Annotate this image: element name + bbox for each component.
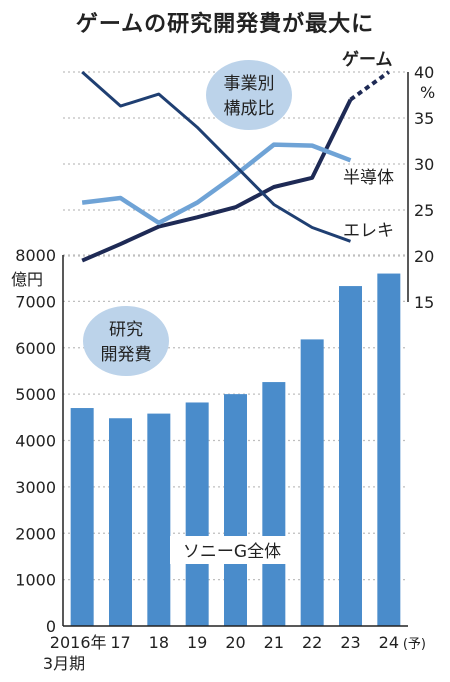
line-エレキ xyxy=(81,70,352,243)
y-tick-label-left: 4000 xyxy=(15,432,56,451)
bar xyxy=(185,402,209,626)
y-tick-label-right: 35 xyxy=(414,109,434,128)
y-tick-label-left: 0 xyxy=(46,617,56,636)
bubble-rd xyxy=(83,306,169,376)
y-tick-label-left: 6000 xyxy=(15,339,56,358)
x-tick-label: 21 xyxy=(264,633,284,652)
y-tick-label-left: 8000 xyxy=(15,246,56,265)
line-半導体 xyxy=(81,142,352,226)
line-series xyxy=(81,70,391,263)
x-tick-label: 20 xyxy=(225,633,245,652)
y-unit-left: 億円 xyxy=(11,270,43,289)
bubble-share-label-2: 構成比 xyxy=(224,99,275,119)
series-label-background xyxy=(170,536,294,564)
y-tick-label-right: 20 xyxy=(414,247,434,266)
line-ゲーム xyxy=(81,98,353,263)
y-tick-label-left: 1000 xyxy=(15,571,56,590)
series-label-band xyxy=(170,536,294,564)
bar-series xyxy=(70,273,401,626)
y-tick-label-left: 3000 xyxy=(15,478,56,497)
page-title: ゲームの研究開発費が最大に xyxy=(75,12,375,37)
right-axis: 15 20 25 30 35 40% xyxy=(407,63,435,312)
bar xyxy=(300,339,324,626)
series-label-electronics: エレキ xyxy=(343,221,394,241)
x-axis: 2016年 17 18 19 20 21 22 23 24 (予) 3月期 xyxy=(43,625,426,673)
bar xyxy=(147,413,171,626)
bar xyxy=(109,418,132,626)
y-tick-label-left: 5000 xyxy=(15,385,56,404)
y-tick-label-right: 40 xyxy=(414,63,434,82)
x-tick-label: 17 xyxy=(110,633,130,652)
y-tick-label-left: 7000 xyxy=(15,292,56,311)
y-unit-right: % xyxy=(420,83,435,102)
forecast-suffix: (予) xyxy=(403,637,426,652)
bar xyxy=(377,273,401,626)
x-tick-label: 2016年 xyxy=(50,633,107,652)
bubble-share-label-1: 事業別 xyxy=(224,74,275,94)
bar xyxy=(339,286,362,626)
bubble-share xyxy=(206,60,292,130)
bar xyxy=(262,382,286,626)
series-label-game: ゲーム xyxy=(342,49,393,70)
bubble-rd-label-1: 研究 xyxy=(109,320,143,340)
bubble-rd-label-2: 開発費 xyxy=(101,345,152,365)
series-label-semiconductor: 半導体 xyxy=(343,168,394,188)
x-tick-label: 19 xyxy=(187,633,207,652)
x-tick-label: 18 xyxy=(149,633,169,652)
bar xyxy=(224,394,247,626)
line-forecast-segment xyxy=(349,70,391,102)
x-tick-label: 24 xyxy=(379,633,399,652)
bar xyxy=(70,408,94,626)
left-axis: 0 1000 2000 3000 4000 5000 6000 7000 8000 億円 xyxy=(11,246,64,636)
y-tick-label-right: 30 xyxy=(414,155,434,174)
x-tick-label: 23 xyxy=(340,633,360,652)
y-tick-label-left: 2000 xyxy=(15,524,56,543)
y-tick-label-right: 25 xyxy=(414,201,434,220)
x-sub-label: 3月期 xyxy=(43,654,85,673)
y-tick-label-right: 15 xyxy=(414,293,434,312)
x-tick-label: 22 xyxy=(302,633,322,652)
series-label-sony-total: ソニーG全体 xyxy=(183,542,281,562)
